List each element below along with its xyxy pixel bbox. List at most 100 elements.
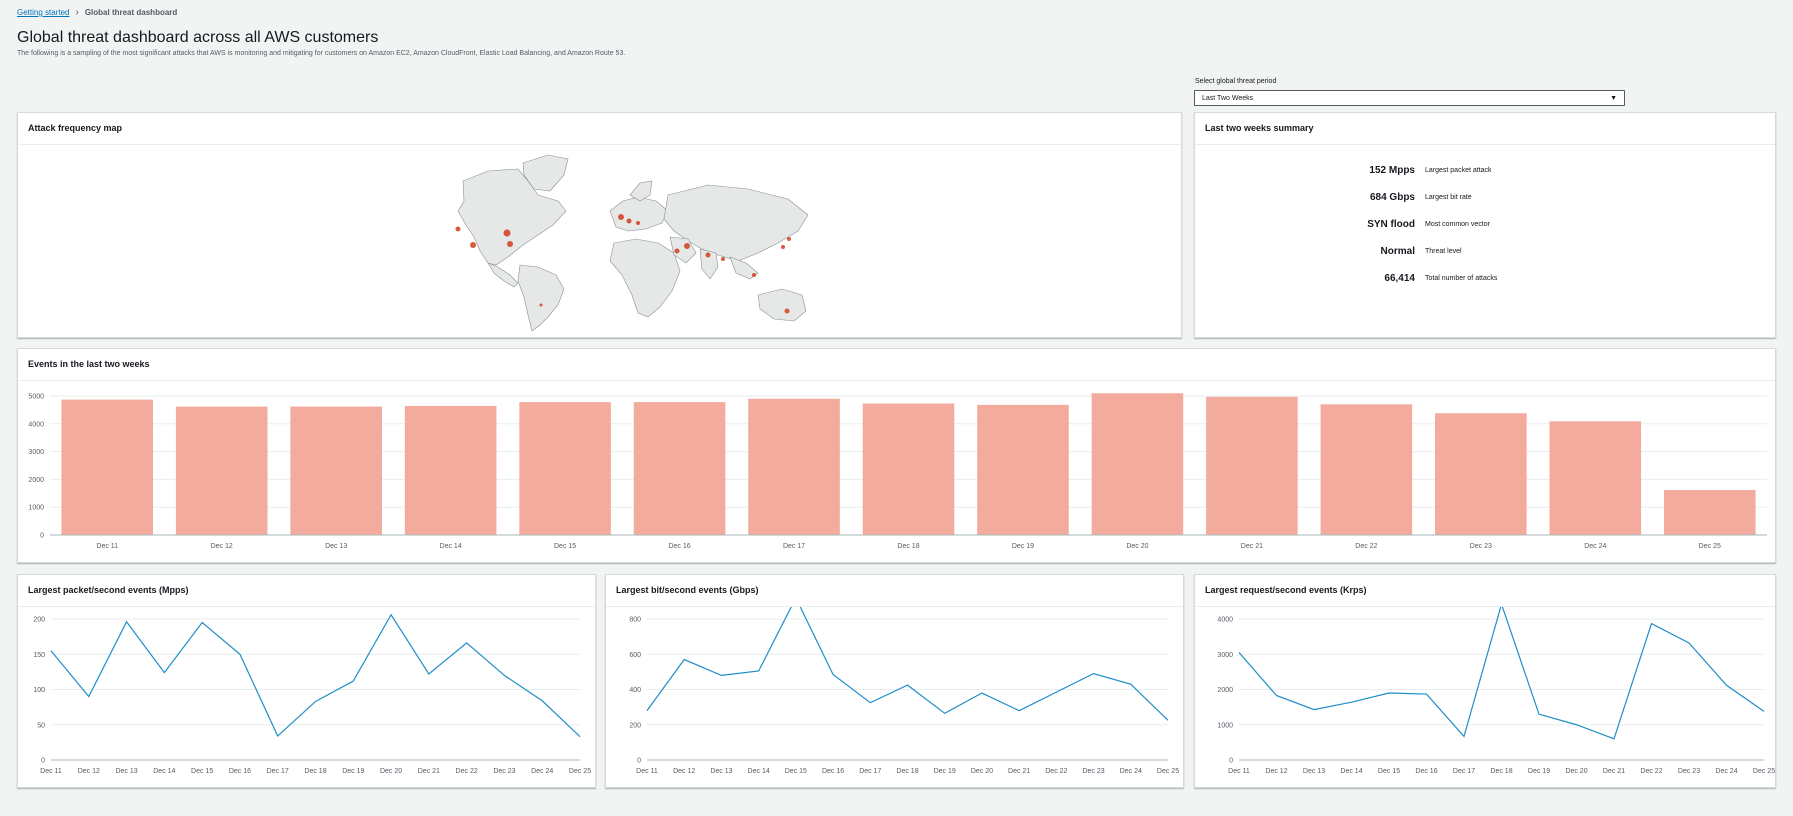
attack-marker: [674, 248, 680, 254]
summary-value: Normal: [1380, 246, 1415, 257]
attack-marker: [503, 229, 511, 237]
x-tick-label: Dec 18: [897, 543, 919, 550]
attack-map-title: Attack frequency map: [18, 113, 1181, 145]
x-tick-label: Dec 20: [380, 768, 402, 775]
land-asia: [663, 184, 809, 262]
x-tick-label: Dec 14: [748, 768, 770, 775]
bar: [862, 403, 955, 535]
x-tick-label: Dec 11: [1228, 768, 1250, 775]
packet-line-chart: 0 50 100 150 200 Dec 11 Dec 12 Dec 13 Dec 14 Dec …: [33, 613, 591, 775]
bar: [1549, 421, 1642, 535]
x-tick-label: Dec 11: [636, 768, 658, 775]
x-tick-label: Dec 14: [153, 768, 175, 775]
bar: [977, 404, 1069, 535]
bar: [748, 398, 840, 535]
series-line: [1238, 602, 1765, 740]
bar: [1435, 413, 1527, 535]
y-tick-label: 50: [37, 722, 45, 729]
y-tick-label: 150: [33, 652, 45, 659]
x-tick-label: Dec 25: [1753, 768, 1775, 775]
packet-title: Largest packet/second events (Mpps): [18, 575, 595, 607]
breadcrumb-getting-started-link[interactable]: Getting started: [17, 8, 70, 17]
bar: [519, 402, 611, 535]
attack-marker: [636, 221, 640, 225]
x-tick-label: Dec 16: [822, 768, 844, 775]
y-tick-label: 1000: [1217, 722, 1233, 729]
attack-map-panel: Attack frequency map: [17, 112, 1182, 338]
x-tick-label: Dec 19: [1528, 768, 1550, 775]
bit-title: Largest bit/second events (Gbps): [606, 575, 1183, 607]
x-tick-label: Dec 24: [1584, 543, 1606, 550]
summary-panel: Last two weeks summary 152 Mpps Largest …: [1194, 112, 1776, 338]
land-greenland: [522, 154, 569, 192]
period-select-value: Last Two Weeks: [1202, 94, 1254, 102]
bit-line-chart: 0 200 400 600 800 Dec 11 Dec 12 Dec 13 Dec 14 Dec…: [629, 596, 1179, 775]
x-tick-label: Dec 12: [78, 768, 100, 775]
breadcrumb-current: Global threat dashboard: [84, 8, 178, 17]
caret-down-icon: ▼: [1610, 94, 1617, 102]
page-title: Global threat dashboard across all AWS c…: [17, 29, 379, 46]
x-tick-label: Dec 23: [1470, 543, 1492, 550]
land-africa: [609, 238, 681, 318]
summary-value: 684 Gbps: [1369, 192, 1415, 203]
bar: [404, 406, 497, 535]
x-tick-label: Dec 21: [1241, 543, 1263, 550]
x-tick-label: Dec 18: [304, 768, 326, 775]
x-tick-label: Dec 23: [1678, 768, 1700, 775]
y-tick-label: 0: [1229, 758, 1233, 765]
x-tick-label: Dec 25: [1699, 543, 1721, 550]
period-select[interactable]: Last Two Weeks ▼: [1194, 90, 1625, 106]
x-tick-label: Dec 22: [456, 768, 478, 775]
land-north-america: [457, 168, 567, 266]
attack-marker: [705, 252, 711, 258]
attack-marker: [539, 303, 543, 307]
x-tick-label: Dec 19: [934, 768, 956, 775]
land-south-america: [517, 264, 565, 332]
x-tick-label: Dec 23: [1082, 768, 1104, 775]
attack-marker: [721, 257, 725, 261]
y-tick-label: 100: [33, 687, 45, 694]
x-tick-label: Dec 13: [1303, 768, 1325, 775]
x-tick-label: Dec 15: [785, 768, 807, 775]
x-tick-label: Dec 14: [1340, 768, 1362, 775]
attack-marker: [787, 237, 791, 241]
events-panel: Events in the last two weeks 0 1000 2000 30…: [17, 348, 1776, 563]
x-tick-label: Dec 19: [1012, 543, 1034, 550]
bar: [290, 406, 382, 535]
x-tick-label: Dec 20: [1126, 543, 1148, 550]
series-line: [646, 596, 1169, 721]
packet-panel: Largest packet/second events (Mpps) 0 50 1…: [17, 574, 596, 788]
x-tick-label: Dec 13: [325, 543, 347, 550]
summary-row: Normal Threat level: [1325, 246, 1462, 257]
x-tick-label: Dec 23: [493, 768, 515, 775]
period-select-label: Select global threat period: [1195, 78, 1277, 85]
y-tick-label: 400: [629, 687, 641, 694]
x-tick-label: Dec 18: [896, 768, 918, 775]
attack-marker: [507, 241, 513, 247]
x-tick-label: Dec 17: [1453, 768, 1475, 775]
x-tick-label: Dec 25: [1157, 768, 1179, 775]
chevron-right-icon: ›: [75, 6, 79, 18]
x-tick-label: Dec 17: [267, 768, 289, 775]
events-title: Events in the last two weeks: [18, 349, 1775, 381]
y-tick-label: 2000: [28, 477, 44, 484]
events-bar-chart: 0 1000 2000 3000 4000 5000 Dec 11 Dec 12 Dec 13 D…: [28, 393, 1767, 550]
land-india: [699, 248, 719, 280]
y-tick-label: 200: [33, 617, 45, 624]
x-tick-label: Dec 12: [1265, 768, 1287, 775]
attack-marker: [781, 245, 785, 249]
y-tick-label: 200: [629, 722, 641, 729]
summary-row: 66,414 Total number of attacks: [1325, 273, 1497, 284]
attack-marker: [626, 218, 632, 224]
x-tick-label: Dec 15: [554, 543, 576, 550]
bar: [633, 402, 726, 535]
y-tick-label: 0: [637, 758, 641, 765]
bar: [1320, 404, 1413, 535]
y-tick-label: 2000: [1217, 687, 1233, 694]
x-tick-label: Dec 20: [971, 768, 993, 775]
page-description: The following is a sampling of the most …: [17, 50, 626, 57]
y-tick-label: 3000: [1217, 652, 1233, 659]
x-tick-label: Dec 13: [710, 768, 732, 775]
request-panel: Largest request/second events (Krps) 0 10…: [1194, 574, 1776, 788]
bit-panel: Largest bit/second events (Gbps) 0 200 400…: [605, 574, 1184, 788]
